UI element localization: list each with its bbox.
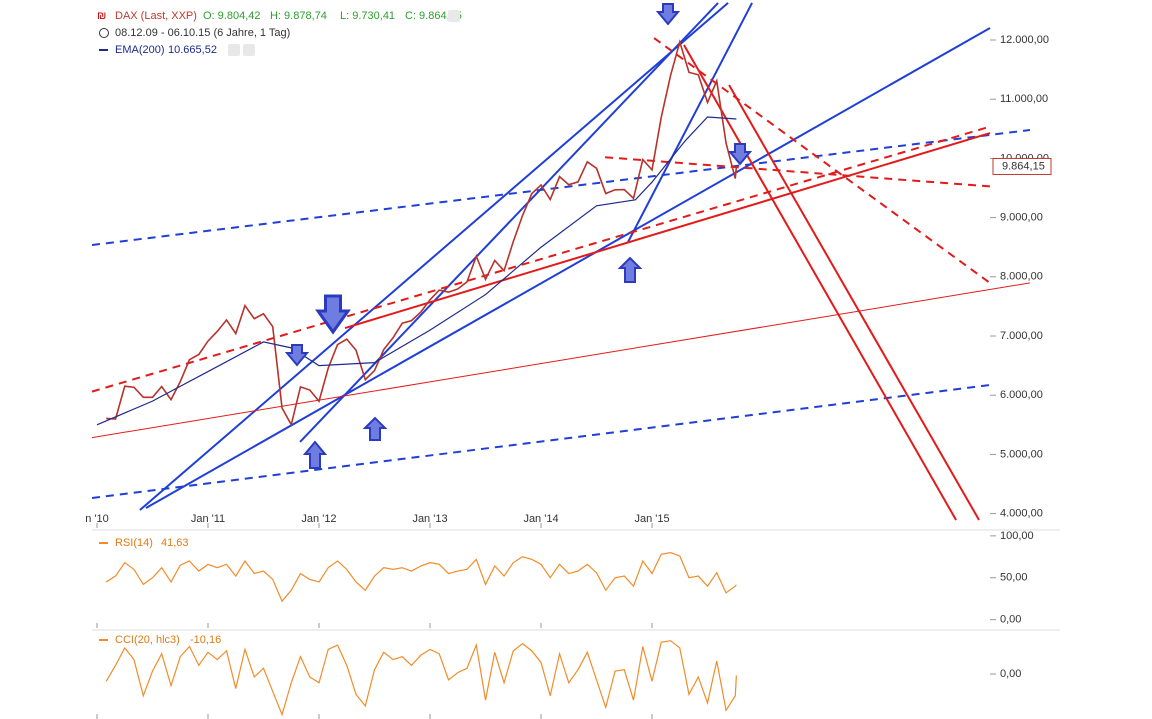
trend-line bbox=[92, 125, 991, 393]
trend-line bbox=[139, 2, 729, 511]
close-button[interactable] bbox=[243, 44, 255, 56]
series-line bbox=[105, 551, 737, 603]
series-line bbox=[105, 640, 737, 717]
trend-line bbox=[344, 132, 991, 329]
x-tick-label: Jan '14 bbox=[523, 513, 558, 525]
y-tick-label: 12.000,00 bbox=[1000, 34, 1049, 46]
x-tick-label: Jan '15 bbox=[634, 513, 669, 525]
x-tick-label: Jan '11 bbox=[191, 513, 225, 525]
trend-line bbox=[299, 2, 719, 443]
trend-line bbox=[92, 129, 1030, 247]
y-tick-label: 4.000,00 bbox=[1000, 508, 1043, 520]
legend-value: -10,16 bbox=[190, 634, 221, 646]
trend-line bbox=[604, 156, 991, 188]
y-tick-label: 0,00 bbox=[1000, 614, 1021, 626]
y-tick-label: 50,00 bbox=[1000, 572, 1028, 584]
x-tick-label: Jan '13 bbox=[412, 513, 447, 525]
last-price-label: 9.864,15 bbox=[1002, 160, 1045, 172]
arrow-annotations bbox=[284, 3, 753, 469]
trend-line bbox=[92, 282, 1030, 439]
icon: ₪ bbox=[97, 10, 106, 22]
quote-low: L: 9.730,41 bbox=[340, 10, 395, 22]
legend-swatch bbox=[99, 542, 108, 544]
trend-line bbox=[92, 384, 991, 499]
legend-value: 10.665,52 bbox=[168, 44, 217, 56]
legend-value: 41,63 bbox=[161, 537, 189, 549]
quote-close: C: 9.864,15 bbox=[405, 10, 462, 22]
legend-swatch bbox=[99, 49, 108, 51]
y-tick-label: 7.000,00 bbox=[1000, 330, 1043, 342]
down-arrow bbox=[655, 3, 681, 26]
legend-swatch bbox=[99, 639, 108, 641]
legend-label: RSI(14) bbox=[115, 537, 153, 549]
quote-high: H: 9.878,74 bbox=[270, 10, 327, 22]
up-arrow bbox=[302, 440, 328, 469]
y-tick-label: 5.000,00 bbox=[1000, 448, 1043, 460]
trend-line bbox=[627, 2, 753, 243]
down-arrow bbox=[284, 344, 310, 367]
series-line bbox=[106, 39, 738, 427]
up-arrow bbox=[617, 256, 643, 283]
trend-line bbox=[728, 84, 980, 521]
x-tick-label: n '10 bbox=[85, 513, 109, 525]
up-arrow bbox=[362, 416, 388, 441]
last-price-marker bbox=[992, 157, 1052, 175]
trend-line bbox=[683, 44, 957, 521]
y-tick-label: 11.000,00 bbox=[1000, 93, 1048, 105]
settings-button[interactable] bbox=[228, 44, 240, 56]
x-tick-label: Jan '12 bbox=[301, 513, 336, 525]
y-tick-label: 0,00 bbox=[1000, 668, 1021, 680]
clock-icon bbox=[99, 28, 109, 38]
price-panel bbox=[92, 2, 1030, 521]
chart-title: DAX (Last, XXP) bbox=[115, 10, 197, 22]
down-arrow bbox=[315, 294, 351, 335]
quote-open: O: 9.804,42 bbox=[203, 10, 261, 22]
series-line bbox=[96, 116, 737, 426]
legend-label: EMA(200) bbox=[115, 44, 165, 56]
y-tick-label: 6.000,00 bbox=[1000, 389, 1043, 401]
chart-subtitle: 08.12.09 - 06.10.15 (6 Jahre, 1 Tag) bbox=[115, 27, 290, 39]
settings-button[interactable] bbox=[448, 10, 460, 22]
y-tick-label: 9.000,00 bbox=[1000, 212, 1043, 224]
y-tick-label: 8.000,00 bbox=[1000, 271, 1043, 283]
down-arrow bbox=[727, 143, 753, 166]
y-tick-label: 100,00 bbox=[1000, 530, 1034, 542]
legend-label: CCI(20, hlc3) bbox=[115, 634, 180, 646]
trend-line bbox=[145, 27, 991, 509]
